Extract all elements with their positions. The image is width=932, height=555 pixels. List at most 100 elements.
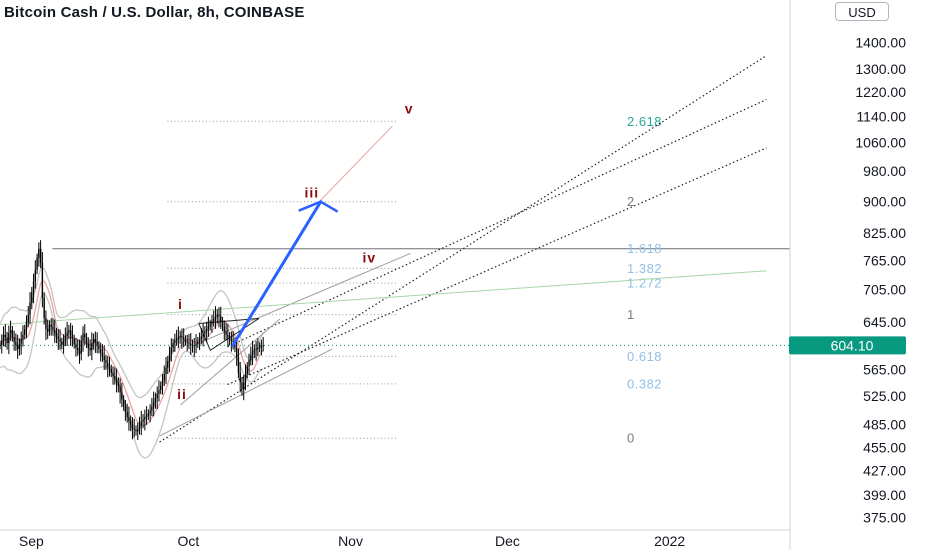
- candle-body: [85, 337, 88, 344]
- candle-body: [75, 344, 77, 348]
- bollinger-lower-line[interactable]: [0, 293, 264, 459]
- candle-body: [232, 340, 234, 342]
- candle-body: [34, 269, 37, 282]
- axes: 1400.00 1300.00 1220.00 1140.00 1060.00 980.0…: [0, 0, 906, 550]
- fib-level-label: 0.382: [627, 376, 662, 391]
- candle-body: [151, 406, 153, 411]
- fib-level-label: 1.272: [627, 276, 662, 291]
- candle-body: [145, 415, 148, 418]
- candle-body: [48, 324, 51, 332]
- candle-body: [193, 345, 195, 347]
- candle-body: [216, 314, 218, 317]
- candle-body: [94, 338, 97, 342]
- candle-body: [257, 347, 259, 349]
- trend-line-dotted[interactable]: [227, 98, 767, 348]
- y-tick-label: 1400.00: [855, 34, 906, 50]
- candle-body: [15, 341, 17, 346]
- candle-body: [255, 348, 257, 350]
- y-tick-label: 1060.00: [855, 135, 906, 151]
- currency-button[interactable]: USD: [835, 2, 889, 21]
- candle-body: [209, 324, 211, 327]
- candle-body: [39, 248, 42, 263]
- wave-label-iv: iv: [363, 250, 377, 266]
- trend-line-solid-gray[interactable]: [159, 348, 333, 437]
- candle-body: [140, 421, 142, 426]
- candle-body: [142, 419, 144, 422]
- candle-body: [161, 380, 164, 386]
- fib-level-label: 1.382: [627, 261, 662, 276]
- candle-body: [2, 334, 5, 341]
- candle-body: [9, 330, 12, 334]
- candle-body: [165, 367, 167, 375]
- candle-body: [202, 333, 204, 337]
- x-tick-label: Nov: [338, 533, 363, 549]
- candle-body: [92, 338, 95, 344]
- trend-line-dotted[interactable]: [227, 147, 767, 386]
- candle-body: [239, 372, 241, 383]
- trend-line-solid-gray[interactable]: [201, 252, 411, 343]
- candle-body: [121, 392, 123, 400]
- candle-body: [262, 345, 264, 347]
- candle-body: [101, 352, 104, 357]
- wave-label-i: i: [178, 296, 183, 312]
- candle-body: [177, 337, 180, 339]
- candle-body: [149, 410, 151, 414]
- candle-body: [235, 347, 238, 357]
- candle-body: [228, 337, 231, 339]
- candle-body: [244, 374, 247, 383]
- fib-level-label: 1.618: [627, 241, 662, 256]
- fib-level-label: 0: [627, 431, 635, 446]
- candle-body: [223, 326, 226, 332]
- trend-line-solid-pink[interactable]: [318, 125, 393, 203]
- trend-lines: [0, 55, 767, 443]
- candle-body: [24, 329, 26, 335]
- candle-body: [126, 412, 128, 418]
- candle-body: [105, 360, 107, 364]
- candle-body: [87, 343, 90, 348]
- candle-body: [52, 326, 54, 331]
- candle-body: [197, 341, 199, 344]
- candle-body: [114, 375, 116, 380]
- candle-body: [46, 329, 49, 332]
- candle-body: [218, 314, 220, 317]
- candle-body: [179, 336, 181, 338]
- y-tick-label: 525.00: [863, 388, 906, 404]
- trend-line-solid-green[interactable]: [0, 270, 767, 326]
- candle-body: [163, 374, 165, 381]
- candle-body: [36, 257, 38, 270]
- trend-line-solid-gray[interactable]: [180, 318, 281, 406]
- candle-body: [182, 337, 185, 340]
- candle-body: [214, 316, 217, 320]
- candle-body: [225, 331, 227, 335]
- candle-body: [41, 262, 44, 298]
- candle-body: [50, 324, 52, 327]
- candle-body: [8, 333, 10, 344]
- candle-body: [160, 385, 162, 390]
- candle-body: [20, 338, 22, 344]
- candle-body: [27, 314, 29, 322]
- candle-body: [213, 319, 215, 322]
- candle-body: [69, 330, 72, 335]
- candle-body: [98, 345, 100, 350]
- projection-arrow-line[interactable]: [231, 200, 323, 347]
- y-tick-label: 399.00: [863, 487, 906, 503]
- candle-body: [168, 353, 171, 362]
- candle-body: [248, 360, 250, 367]
- projection: [231, 200, 339, 347]
- candle-body: [18, 343, 21, 350]
- candlesticks: [0, 240, 264, 441]
- candle-body: [84, 333, 86, 338]
- candle-body: [237, 356, 240, 373]
- candle-body: [144, 417, 146, 420]
- candle-body: [32, 281, 35, 293]
- candle-body: [77, 347, 79, 351]
- candle-body: [103, 356, 105, 361]
- candle-body: [71, 334, 74, 339]
- projection-arrow-head[interactable]: [298, 200, 339, 213]
- candle-body: [6, 337, 8, 344]
- bollinger-upper-line[interactable]: [0, 266, 264, 399]
- candle-body: [91, 343, 93, 351]
